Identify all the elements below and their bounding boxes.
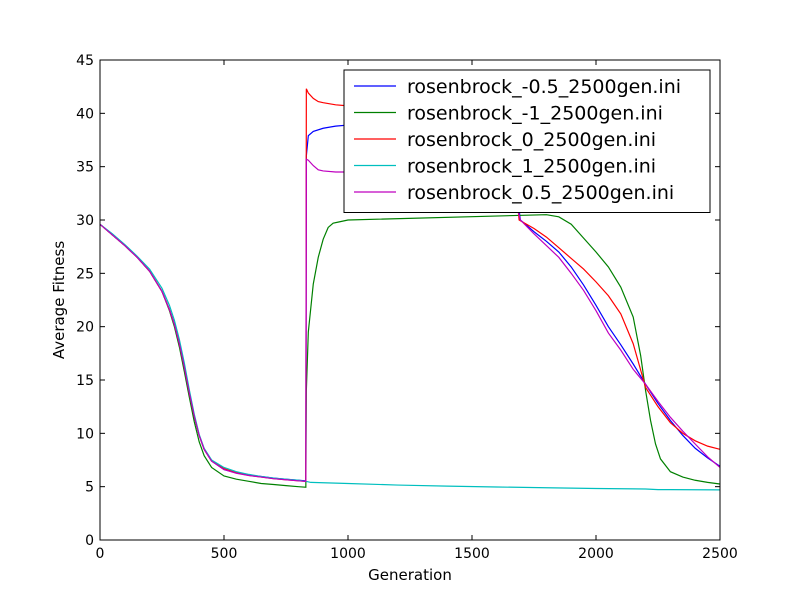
x-tick-label: 2000 [578,546,614,562]
y-tick-label: 15 [76,373,94,389]
x-tick-label: 1000 [330,546,366,562]
x-axis-label: Generation [368,566,452,584]
y-tick-label: 5 [85,480,94,496]
legend-box [343,69,711,213]
y-tick-label: 0 [85,533,94,549]
y-tick-label: 25 [76,266,94,282]
series-layer [100,88,720,491]
y-axis-label: Average Fitness [50,241,68,360]
y-tick-label: 20 [76,320,94,336]
legend-label: rosenbrock_1_2500gen.ini [407,156,656,178]
plot-frame [99,59,721,541]
y-tick-label: 35 [76,160,94,176]
legend-label: rosenbrock_-0.5_2500gen.ini [407,76,681,98]
x-tick-label: 1500 [454,546,490,562]
series-line-1 [100,214,720,488]
x-tick-label: 0 [96,546,105,562]
legend-label: rosenbrock_-1_2500gen.ini [407,103,663,125]
legend-label: rosenbrock_0_2500gen.ini [407,129,656,151]
x-tick-label: 2500 [702,546,738,562]
axis-ticks: 0 500 1000 1500 2000 2500 0 5 10 15 20 25 30 35 40 45 [76,53,738,562]
legend-label: rosenbrock_0.5_2500gen.ini [407,182,674,204]
y-tick-label: 45 [76,53,94,69]
legend: rosenbrock_-0.5_2500gen.ini rosenbrock_-1… [343,69,711,213]
series-line-3 [100,223,720,491]
x-tick-label: 500 [211,546,238,562]
y-tick-label: 10 [76,426,94,442]
y-tick-label: 40 [76,106,94,122]
y-tick-label: 30 [76,213,94,229]
series-line-4 [100,158,720,482]
